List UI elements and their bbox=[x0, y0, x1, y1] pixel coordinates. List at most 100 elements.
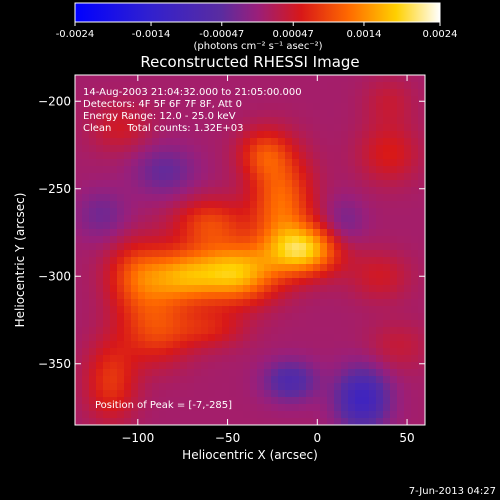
heatmap-cell bbox=[103, 208, 111, 216]
heatmap-cell bbox=[285, 103, 293, 111]
heatmap-cell bbox=[411, 264, 419, 272]
heatmap-cell bbox=[306, 369, 314, 377]
heatmap-cell bbox=[243, 236, 251, 244]
heatmap-cell bbox=[250, 159, 258, 167]
heatmap-cell bbox=[96, 236, 104, 244]
heatmap-cell bbox=[257, 145, 265, 153]
heatmap-cell bbox=[159, 229, 167, 237]
heatmap-cell bbox=[215, 124, 223, 132]
heatmap-cell bbox=[257, 110, 265, 118]
heatmap-cell bbox=[376, 250, 384, 258]
heatmap-cell bbox=[180, 229, 188, 237]
heatmap-cell bbox=[82, 194, 90, 202]
heatmap-cell bbox=[215, 117, 223, 125]
heatmap-cell bbox=[96, 96, 104, 104]
heatmap-cell bbox=[264, 264, 272, 272]
heatmap-cell bbox=[215, 285, 223, 293]
heatmap-cell bbox=[229, 215, 237, 223]
heatmap-cell bbox=[404, 131, 412, 139]
heatmap-cell bbox=[117, 292, 125, 300]
heatmap-cell bbox=[271, 306, 279, 314]
heatmap-cell bbox=[124, 194, 132, 202]
heatmap-cell bbox=[341, 327, 349, 335]
heatmap-cell bbox=[299, 250, 307, 258]
heatmap-cell bbox=[138, 194, 146, 202]
heatmap-cell bbox=[131, 278, 139, 286]
heatmap-cell bbox=[124, 299, 132, 307]
heatmap-cell bbox=[236, 194, 244, 202]
heatmap-cell bbox=[187, 194, 195, 202]
heatmap-cell bbox=[285, 334, 293, 342]
heatmap-cell bbox=[390, 159, 398, 167]
heatmap-cell bbox=[222, 418, 230, 426]
heatmap-cell bbox=[306, 222, 314, 230]
heatmap-cell bbox=[285, 110, 293, 118]
heatmap-cell bbox=[327, 187, 335, 195]
heatmap-cell bbox=[285, 75, 293, 83]
heatmap-cell bbox=[103, 362, 111, 370]
heatmap-cell bbox=[355, 208, 363, 216]
heatmap-cell bbox=[264, 327, 272, 335]
heatmap-cell bbox=[418, 313, 426, 321]
heatmap-cell bbox=[327, 194, 335, 202]
heatmap-cell bbox=[383, 257, 391, 265]
heatmap-cell bbox=[208, 138, 216, 146]
heatmap-cell bbox=[285, 194, 293, 202]
heatmap-cell bbox=[103, 236, 111, 244]
heatmap-cell bbox=[222, 341, 230, 349]
heatmap-cell bbox=[145, 418, 153, 426]
heatmap-cell bbox=[131, 418, 139, 426]
heatmap-cell bbox=[320, 187, 328, 195]
heatmap-cell bbox=[89, 383, 97, 391]
heatmap-cell bbox=[348, 82, 356, 90]
heatmap-cell bbox=[103, 187, 111, 195]
heatmap-cell bbox=[376, 271, 384, 279]
heatmap-cell bbox=[313, 243, 321, 251]
heatmap-cell bbox=[334, 187, 342, 195]
heatmap-cell bbox=[138, 411, 146, 419]
heatmap-cell bbox=[131, 103, 139, 111]
heatmap-cell bbox=[376, 320, 384, 328]
heatmap-cell bbox=[411, 397, 419, 405]
heatmap-cell bbox=[166, 362, 174, 370]
heatmap-cell bbox=[166, 348, 174, 356]
heatmap-cell bbox=[138, 369, 146, 377]
heatmap-cell bbox=[159, 166, 167, 174]
heatmap-cell bbox=[411, 299, 419, 307]
heatmap-cell bbox=[145, 236, 153, 244]
heatmap-cell bbox=[362, 236, 370, 244]
heatmap-cell bbox=[243, 187, 251, 195]
heatmap-cell bbox=[299, 264, 307, 272]
heatmap-cell bbox=[166, 320, 174, 328]
heatmap-cell bbox=[96, 222, 104, 230]
heatmap-cell bbox=[278, 404, 286, 412]
heatmap-cell bbox=[418, 285, 426, 293]
heatmap-cell bbox=[103, 390, 111, 398]
heatmap-cell bbox=[194, 397, 202, 405]
heatmap-cell bbox=[82, 334, 90, 342]
heatmap-cell bbox=[362, 96, 370, 104]
heatmap-cell bbox=[306, 341, 314, 349]
heatmap-cell bbox=[75, 229, 83, 237]
heatmap-cell bbox=[313, 306, 321, 314]
heatmap-cell bbox=[124, 313, 132, 321]
heatmap-cell bbox=[75, 383, 83, 391]
heatmap-cell bbox=[404, 299, 412, 307]
heatmap-cell bbox=[278, 390, 286, 398]
heatmap-cell bbox=[145, 285, 153, 293]
heatmap-cell bbox=[152, 271, 160, 279]
heatmap-cell bbox=[187, 327, 195, 335]
heatmap-cell bbox=[264, 124, 272, 132]
heatmap-cell bbox=[327, 75, 335, 83]
heatmap-cell bbox=[383, 411, 391, 419]
heatmap-cell bbox=[110, 229, 118, 237]
heatmap-cell bbox=[138, 159, 146, 167]
heatmap-cell bbox=[320, 89, 328, 97]
heatmap-cell bbox=[152, 236, 160, 244]
heatmap-cell bbox=[306, 264, 314, 272]
heatmap-cell bbox=[376, 285, 384, 293]
heatmap-cell bbox=[222, 271, 230, 279]
heatmap-cell bbox=[208, 103, 216, 111]
heatmap-cell bbox=[166, 292, 174, 300]
heatmap-cell bbox=[390, 201, 398, 209]
